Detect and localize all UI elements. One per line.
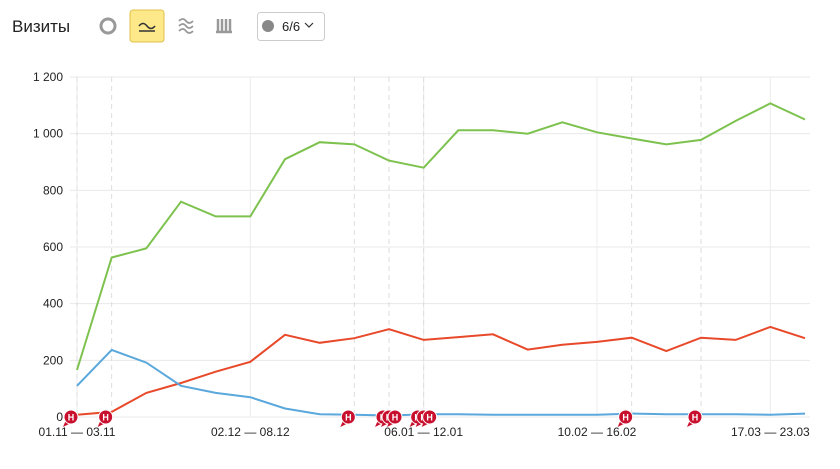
x-tick-label: 01.11 — 03.11 xyxy=(39,425,116,439)
marker-tail xyxy=(415,420,424,427)
segments-button[interactable]: 6/6 xyxy=(257,12,325,41)
marker-body xyxy=(422,409,438,425)
marker-label: Н xyxy=(345,413,352,423)
marker-tail xyxy=(617,420,626,427)
marker-body xyxy=(63,409,79,425)
marker-label: Н xyxy=(692,413,699,423)
marker-label: Н xyxy=(392,413,399,423)
marker-label: Н xyxy=(102,413,109,423)
marker-tail xyxy=(375,420,383,427)
series-line xyxy=(76,325,806,416)
marker-body xyxy=(687,409,703,425)
y-tick-label: 1 000 xyxy=(33,127,63,141)
marker-tail xyxy=(687,420,695,427)
annotation-marker[interactable]: Н xyxy=(340,409,356,427)
segments-count: 6/6 xyxy=(282,19,300,34)
x-tick-label: 10.02 — 16.02 xyxy=(558,425,637,439)
marker-label: Н xyxy=(68,413,75,423)
page-title: Визиты xyxy=(12,17,70,36)
chart-type-area[interactable] xyxy=(178,18,194,34)
marker-body xyxy=(387,409,403,425)
annotation-marker[interactable]: Н xyxy=(617,409,634,427)
x-tick-label: 17.03 — 23.03 xyxy=(731,425,810,439)
marker-tail xyxy=(97,420,106,427)
marker-label: Н xyxy=(426,413,433,423)
x-tick-label: 02.12 — 08.12 xyxy=(211,425,290,439)
chart-type-pie[interactable] xyxy=(99,17,117,35)
x-tick-label: 06.01 — 12.01 xyxy=(384,425,463,439)
marker-body xyxy=(340,409,356,425)
y-tick-label: 1 200 xyxy=(33,70,63,84)
marker-tail xyxy=(340,420,349,427)
marker-tail xyxy=(421,420,430,427)
series-line xyxy=(76,102,806,371)
marker-body xyxy=(98,409,114,425)
annotation-marker[interactable]: Н xyxy=(421,409,438,427)
marker-tail xyxy=(409,420,418,427)
y-tick-label: 600 xyxy=(43,240,63,254)
marker-tail xyxy=(381,420,389,427)
marker-tail xyxy=(63,420,71,427)
y-tick-label: 200 xyxy=(43,353,63,367)
chart-type-bar[interactable] xyxy=(216,19,232,34)
annotation-marker[interactable]: Н xyxy=(687,409,703,427)
marker-body xyxy=(618,409,634,425)
marker-label: Н xyxy=(622,413,629,423)
marker-tail xyxy=(387,420,395,427)
annotation-marker[interactable]: Н xyxy=(387,409,403,427)
y-tick-label: 0 xyxy=(56,410,63,424)
chart-type-line[interactable] xyxy=(129,9,165,43)
series-line xyxy=(76,348,806,417)
y-tick-label: 400 xyxy=(43,297,63,311)
y-tick-label: 800 xyxy=(43,183,63,197)
annotation-marker[interactable]: Н xyxy=(63,409,79,427)
annotation-marker[interactable]: Н xyxy=(97,409,114,427)
